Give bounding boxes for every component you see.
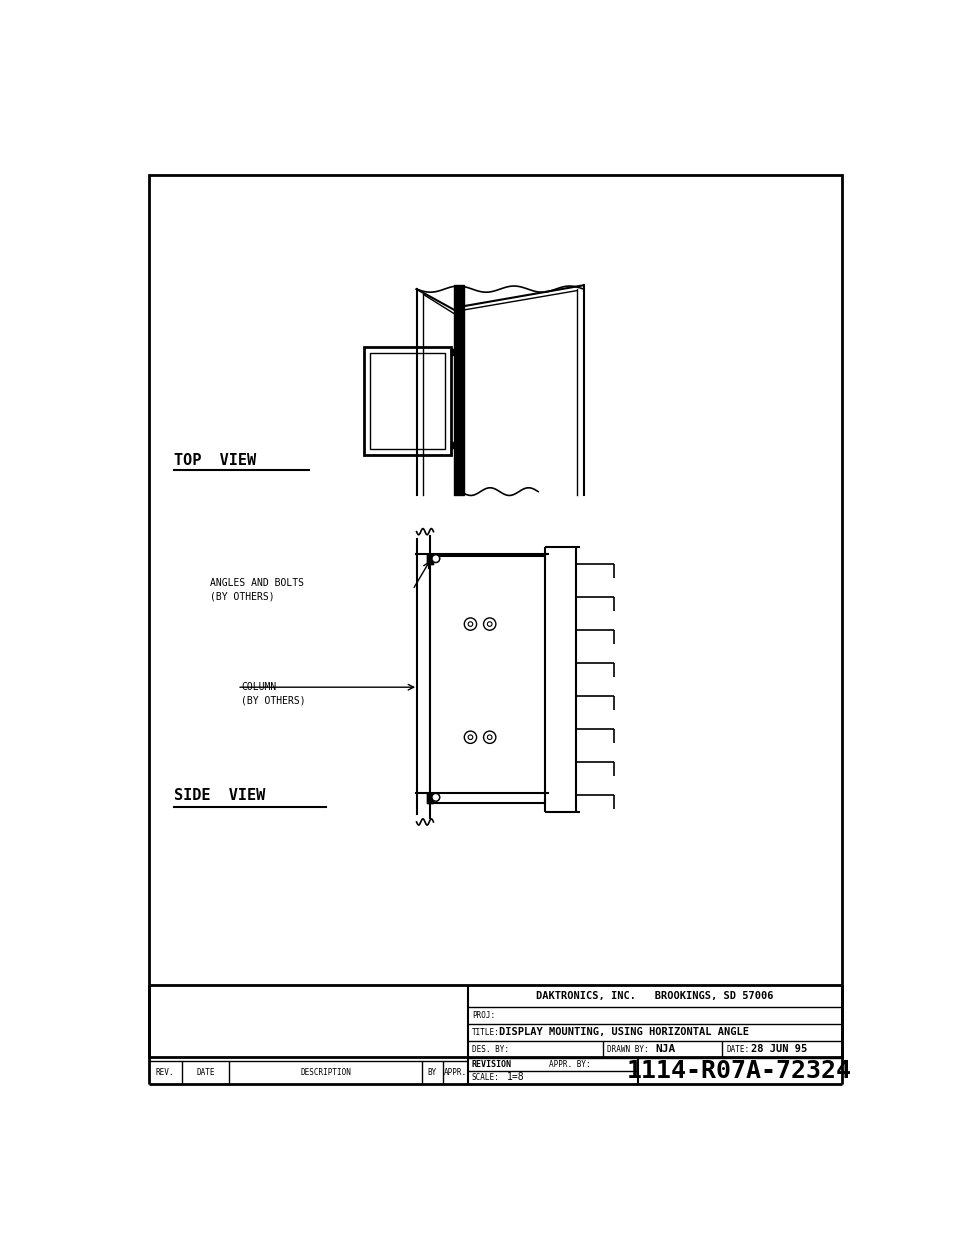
- Text: 28 JUN 95: 28 JUN 95: [751, 1045, 807, 1055]
- Text: BY: BY: [427, 1068, 436, 1077]
- Text: APPR. BY:: APPR. BY:: [548, 1060, 590, 1070]
- Text: PROJ:: PROJ:: [472, 1010, 495, 1020]
- Text: TITLE:: TITLE:: [472, 1028, 499, 1036]
- Bar: [370, 353, 444, 448]
- Text: DISPLAY MOUNTING, USING HORIZONTAL ANGLE: DISPLAY MOUNTING, USING HORIZONTAL ANGLE: [498, 1028, 748, 1037]
- Text: DATE:: DATE:: [725, 1045, 748, 1053]
- Text: DES. BY:: DES. BY:: [472, 1045, 509, 1053]
- Bar: [429, 556, 544, 803]
- Text: 1=8: 1=8: [506, 1072, 524, 1082]
- Text: NJA: NJA: [655, 1045, 675, 1055]
- Circle shape: [432, 793, 439, 802]
- Text: DESCRIPTION: DESCRIPTION: [300, 1068, 351, 1077]
- Text: ANGLES AND BOLTS: ANGLES AND BOLTS: [210, 578, 304, 588]
- Circle shape: [432, 555, 439, 562]
- Text: (BY OTHERS): (BY OTHERS): [210, 592, 274, 601]
- Text: SIDE  VIEW: SIDE VIEW: [173, 788, 265, 803]
- Text: COLUMN: COLUMN: [241, 682, 276, 692]
- Text: (BY OTHERS): (BY OTHERS): [241, 695, 305, 705]
- Text: TOP  VIEW: TOP VIEW: [173, 452, 255, 468]
- Text: SCALE:: SCALE:: [472, 1073, 499, 1082]
- Text: REV.: REV.: [155, 1068, 174, 1077]
- Bar: [364, 347, 451, 454]
- Text: REVISION: REVISION: [472, 1060, 512, 1070]
- Text: DATE: DATE: [196, 1068, 214, 1077]
- Text: DRAWN BY:: DRAWN BY:: [606, 1045, 648, 1053]
- Circle shape: [432, 555, 439, 562]
- Text: DAKTRONICS, INC.   BROOKINGS, SD 57006: DAKTRONICS, INC. BROOKINGS, SD 57006: [536, 990, 773, 1002]
- Circle shape: [432, 793, 439, 802]
- Text: APPR.: APPR.: [443, 1068, 467, 1077]
- Text: 1114-R07A-72324: 1114-R07A-72324: [626, 1060, 851, 1083]
